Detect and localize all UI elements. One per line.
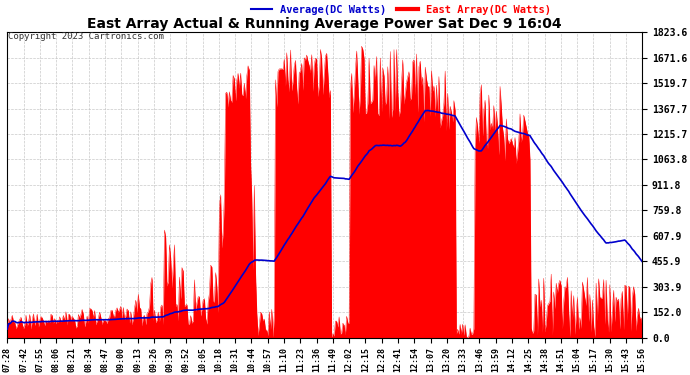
Title: East Array Actual & Running Average Power Sat Dec 9 16:04: East Array Actual & Running Average Powe… [88,17,562,31]
Legend: Average(DC Watts), East Array(DC Watts): Average(DC Watts), East Array(DC Watts) [247,1,555,19]
Text: Copyright 2023 Cartronics.com: Copyright 2023 Cartronics.com [8,32,164,41]
